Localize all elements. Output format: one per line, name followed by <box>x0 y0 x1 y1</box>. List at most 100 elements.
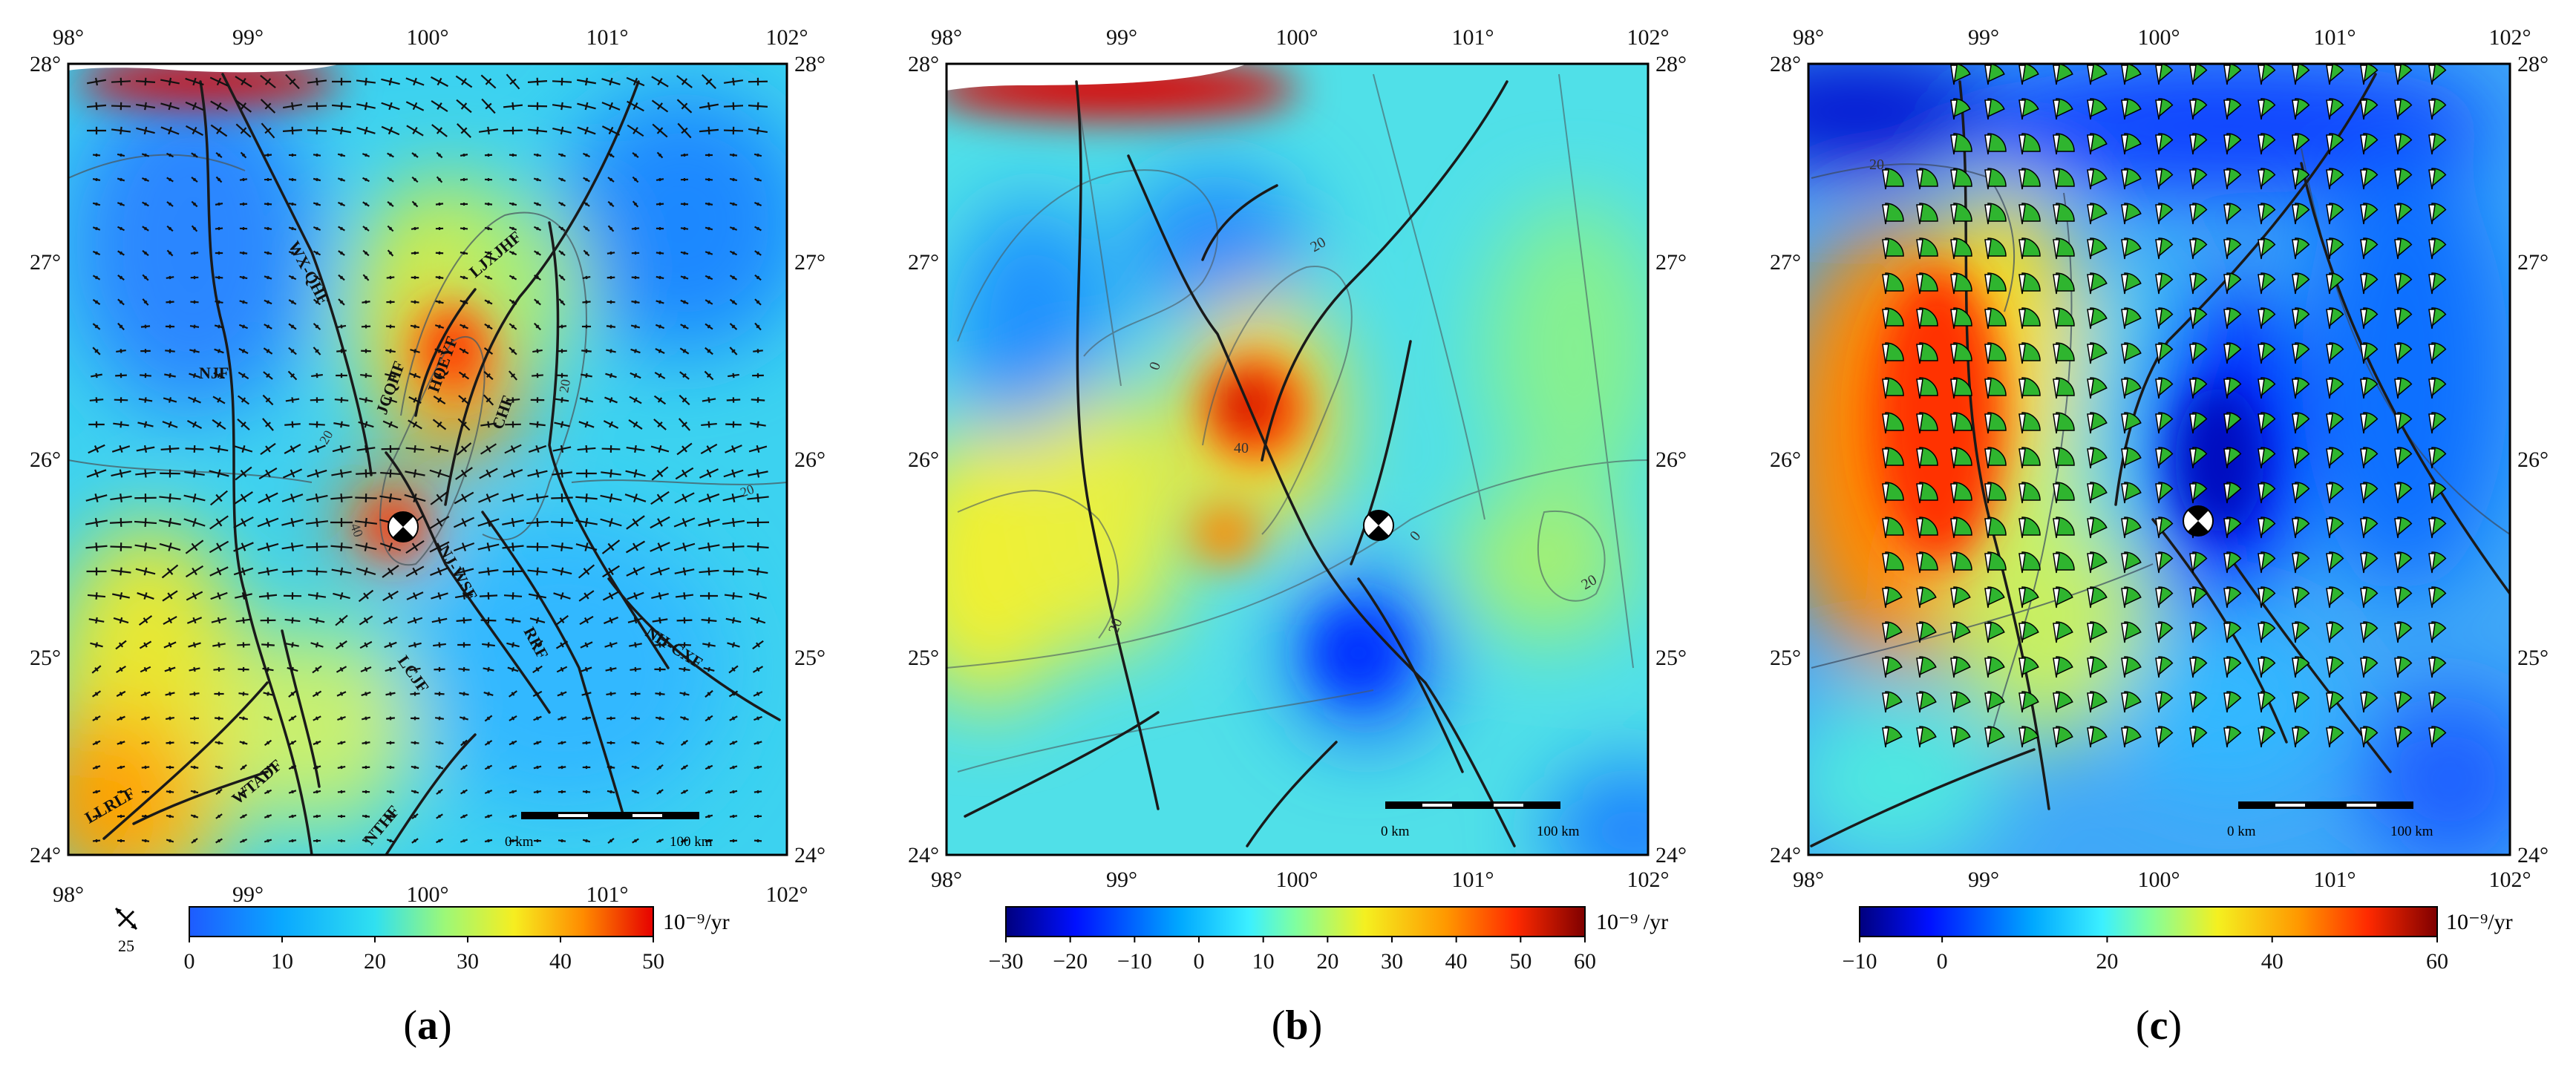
strain-cross-mark <box>390 469 391 477</box>
strain-cross-mark <box>121 349 122 352</box>
lat-tick: 26° <box>1655 447 1687 472</box>
strain-cross-mark <box>169 373 170 378</box>
lon-tick: 99° <box>232 25 264 50</box>
strain-cross-mark <box>292 568 293 576</box>
lat-tick: 26° <box>2517 447 2549 472</box>
strain-cross-mark <box>562 766 563 769</box>
strain-cross-mark <box>169 493 170 502</box>
strain-cross-mark <box>316 592 317 600</box>
strain-legend-value: 25 <box>118 937 134 955</box>
strain-cross-mark <box>708 252 709 255</box>
lon-tick: 100° <box>407 25 449 50</box>
lon-tick: 100° <box>2138 25 2180 50</box>
lon-tick: 101° <box>2314 25 2356 50</box>
strain-cross-mark <box>316 518 317 527</box>
strain-cross-mark <box>121 78 122 85</box>
lat-tick: 25° <box>1770 646 1801 670</box>
strain-cross-mark <box>145 178 146 181</box>
strain-cross-mark <box>243 692 244 695</box>
strain-cross-mark <box>121 766 122 769</box>
lat-tick: 24° <box>1655 843 1687 868</box>
strain-cross-mark <box>439 741 440 744</box>
strain-cross-mark <box>733 227 734 230</box>
strain-cross-mark <box>709 127 710 134</box>
strain-cross-mark <box>708 643 709 648</box>
strain-cross-mark <box>366 741 367 744</box>
strain-cross-mark <box>708 790 709 793</box>
strain-cross-mark <box>610 470 611 478</box>
lat-tick: 26° <box>30 447 61 472</box>
strain-cross-mark <box>757 203 759 206</box>
strain-cross-mark <box>439 276 440 279</box>
lat-tick: 28° <box>908 52 939 76</box>
lat-tick: 24° <box>30 843 61 868</box>
lat-tick: 26° <box>794 447 826 472</box>
strain-cross-mark <box>170 349 171 352</box>
strain-cross-mark <box>708 815 709 818</box>
strain-cross-mark <box>708 667 710 672</box>
colorbar-tick-label: 0 <box>184 949 195 974</box>
strain-cross-mark <box>243 717 244 721</box>
lon-tick: 102° <box>1627 25 1670 50</box>
strain-cross-mark <box>145 717 146 721</box>
strain-cross-mark <box>512 542 513 551</box>
lon-tick: 98° <box>931 868 962 892</box>
strain-cross-mark <box>96 227 97 230</box>
strain-cross-mark <box>611 790 612 793</box>
strain-cross-mark <box>512 102 513 110</box>
strain-cross-mark <box>414 790 415 793</box>
strain-cross-mark <box>243 839 244 842</box>
colorbar-tick-label: −30 <box>989 949 1024 974</box>
panel-caption-b: (b) <box>1272 1003 1322 1049</box>
strain-cross-mark <box>684 227 685 230</box>
lat-tick: 25° <box>908 646 939 670</box>
strain-cross-mark <box>194 470 195 478</box>
strain-cross-mark <box>561 102 562 110</box>
strain-cross-mark <box>758 349 759 352</box>
strain-cross-mark <box>292 127 293 134</box>
colorbar-tick-label: 20 <box>364 949 386 974</box>
focal-mechanism-icon <box>2183 506 2213 536</box>
colorbar-tick-label: 40 <box>2261 949 2284 974</box>
strain-cross-mark <box>316 227 318 230</box>
colorbar-tick-label: 40 <box>549 949 572 974</box>
strain-cross-mark <box>757 493 758 502</box>
strain-cross-mark <box>341 717 342 720</box>
strain-cross-mark <box>488 692 489 695</box>
strain-cross-mark <box>292 617 293 623</box>
lon-tick: 102° <box>2489 868 2531 892</box>
lon-tick: 98° <box>1793 25 1824 50</box>
colorbar-tick-label: 60 <box>2426 949 2448 974</box>
fault-label: NJF <box>199 364 229 382</box>
strain-cross-mark <box>390 790 391 793</box>
strain-cross-mark <box>610 667 611 672</box>
strain-cross-mark <box>733 790 734 793</box>
strain-cross-mark <box>414 445 415 453</box>
colorbar-tick-label: −10 <box>1843 949 1877 974</box>
strain-cross-mark <box>218 643 219 648</box>
strain-cross-mark <box>145 397 146 402</box>
panel-a: WX-QHF LJXJHF NJF JCQHF HQEYF CHF NJ-WSF… <box>22 25 826 1049</box>
strain-cross-mark <box>562 518 563 527</box>
strain-cross-mark <box>659 617 660 623</box>
strain-cross-mark <box>292 422 293 428</box>
strain-cross-mark <box>267 692 268 695</box>
strain-cross-mark <box>660 717 661 721</box>
lon-tick: 99° <box>232 882 264 907</box>
strain-cross-mark <box>365 518 366 527</box>
strain-cross-mark <box>561 154 562 157</box>
strain-cross-mark <box>120 178 121 181</box>
lon-tick: 101° <box>586 882 629 907</box>
strain-cross-mark <box>341 102 342 110</box>
strain-cross-mark <box>733 815 734 818</box>
colorbar-tick-label: 50 <box>642 949 664 974</box>
scale-bar-start: 0 km <box>505 834 534 850</box>
lat-tick: 28° <box>794 52 826 76</box>
strain-cross-mark <box>635 667 636 672</box>
scale-bar-end: 100 km <box>670 834 713 850</box>
strain-cross-mark <box>194 325 195 329</box>
strain-cross-mark <box>170 815 171 818</box>
strain-cross-mark <box>317 373 318 378</box>
strain-cross-mark <box>415 227 416 230</box>
